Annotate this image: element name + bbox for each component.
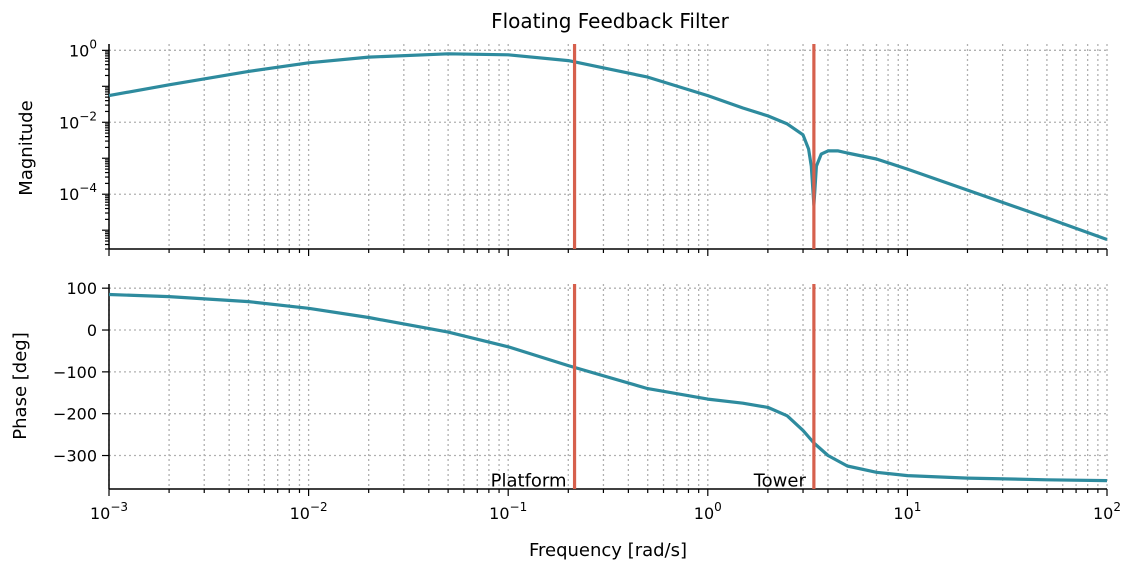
chart-title: Floating Feedback Filter	[491, 9, 730, 33]
phase-xtick-label: 10−2	[290, 500, 328, 523]
phase-xtick-label: 100	[694, 500, 722, 523]
magnitude-axis-label: Magnitude	[16, 100, 37, 195]
phase-ytick-label: −100	[53, 363, 97, 382]
phase-ytick-label: 0	[87, 321, 97, 340]
phase-ytick-label: −300	[53, 447, 97, 466]
phase-axis-label: Phase [deg]	[10, 332, 31, 439]
phase-panel: 100 0 −100 −200 −300 10−3 10−2 10−1 100 101 102 Pla…	[53, 279, 1121, 523]
magnitude-panel: 100 10−2 10−4	[59, 37, 1108, 256]
frequency-axis-label: Frequency [rad/s]	[529, 540, 687, 561]
phase-xtick-label: 10−1	[489, 500, 527, 523]
magnitude-ytick-label: 10−4	[59, 181, 97, 204]
phase-ytick-label: 100	[66, 279, 97, 298]
magnitude-ytick-label: 10−2	[59, 109, 97, 132]
magnitude-ytick-label: 100	[69, 37, 97, 60]
phase-series-line	[108, 292, 1108, 483]
magnitude-series-line	[108, 52, 1108, 242]
phase-xtick-label: 10−3	[90, 500, 128, 523]
phase-xtick-label: 102	[1093, 500, 1121, 523]
phase-xtick-label: 101	[893, 500, 921, 523]
annotation-tower: Tower	[753, 470, 807, 491]
phase-ytick-label: −200	[53, 405, 97, 424]
annotation-platform: Platform	[491, 470, 567, 491]
